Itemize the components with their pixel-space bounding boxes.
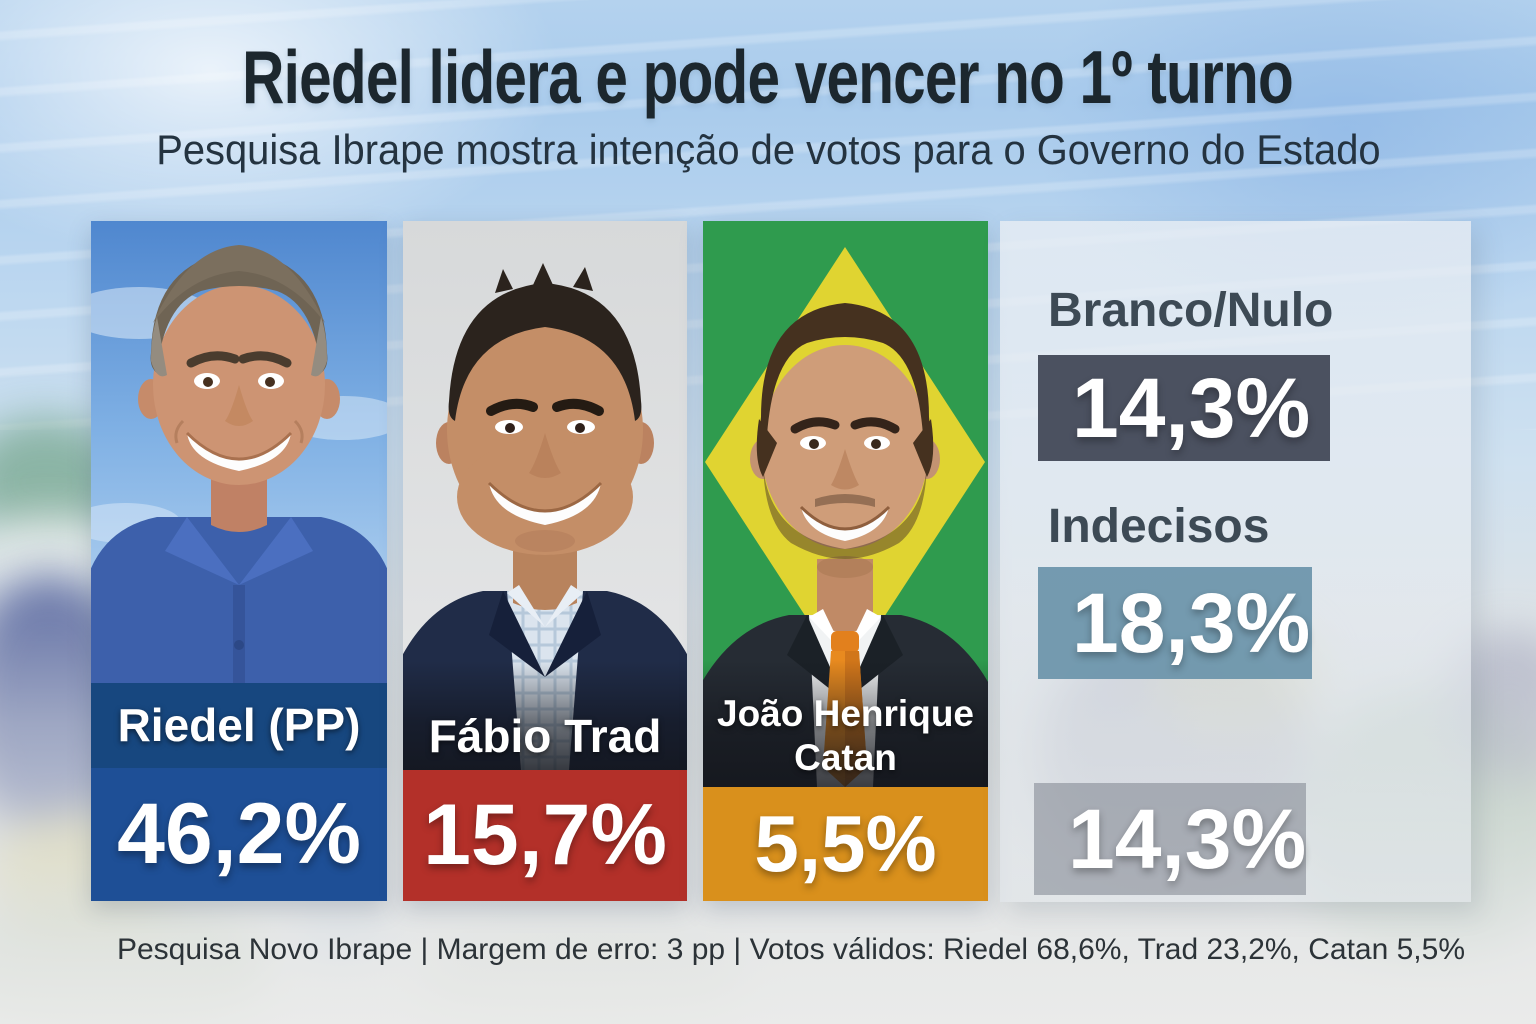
candidate-name-line2: Catan [794, 737, 897, 778]
candidate-value-label: 46,2% [117, 786, 361, 882]
branco-nulo-label: Branco/Nulo [1048, 284, 1334, 337]
footer-note: Pesquisa Novo Ibrape | Margem de erro: 3… [116, 933, 1465, 966]
candidate-value-riedel: 46,2% [91, 768, 387, 901]
candidate-name-line1: João Henrique [717, 693, 974, 734]
candidate-name-label: Fábio Trad [428, 710, 662, 762]
branco-nulo-value: 14,3% [1072, 361, 1311, 455]
unlabeled-value-box: 14,3% [1034, 783, 1306, 895]
candidate-name-fabio-trad: Fábio Trad [403, 661, 687, 770]
candidate-card-joao-henrique-catan: João Henrique Catan 5,5% [703, 221, 988, 901]
indecisos-value-box: 18,3% [1038, 567, 1312, 679]
subtitle: Pesquisa Ibrape mostra intenção de votos… [155, 126, 1381, 173]
riedel-portrait-illustration [91, 221, 387, 683]
headline: Riedel lidera e pode vencer no 1º turno [242, 35, 1295, 119]
candidate-value-label: 5,5% [754, 799, 937, 888]
side-panel: Branco/Nulo 14,3% Indecisos 18,3% 14,3% [1000, 221, 1471, 902]
candidate-name-joao-henrique-catan: João Henrique Catan [703, 660, 988, 787]
candidate-name-label: Riedel (PP) [117, 699, 361, 751]
candidate-value-label: 15,7% [423, 787, 667, 883]
unlabeled-value: 14,3% [1068, 792, 1307, 886]
candidate-card-fabio-trad: Fábio Trad 15,7% [403, 221, 687, 901]
candidate-name-riedel: Riedel (PP) [91, 683, 387, 768]
candidate-value-joao-henrique-catan: 5,5% [703, 787, 988, 901]
indecisos-value: 18,3% [1072, 576, 1311, 670]
candidate-card-riedel: Riedel (PP) 46,2% [91, 221, 387, 901]
riedel-portrait [91, 221, 387, 683]
candidate-value-fabio-trad: 15,7% [403, 770, 687, 901]
branco-nulo-value-box: 14,3% [1038, 355, 1330, 461]
indecisos-label: Indecisos [1048, 500, 1270, 553]
